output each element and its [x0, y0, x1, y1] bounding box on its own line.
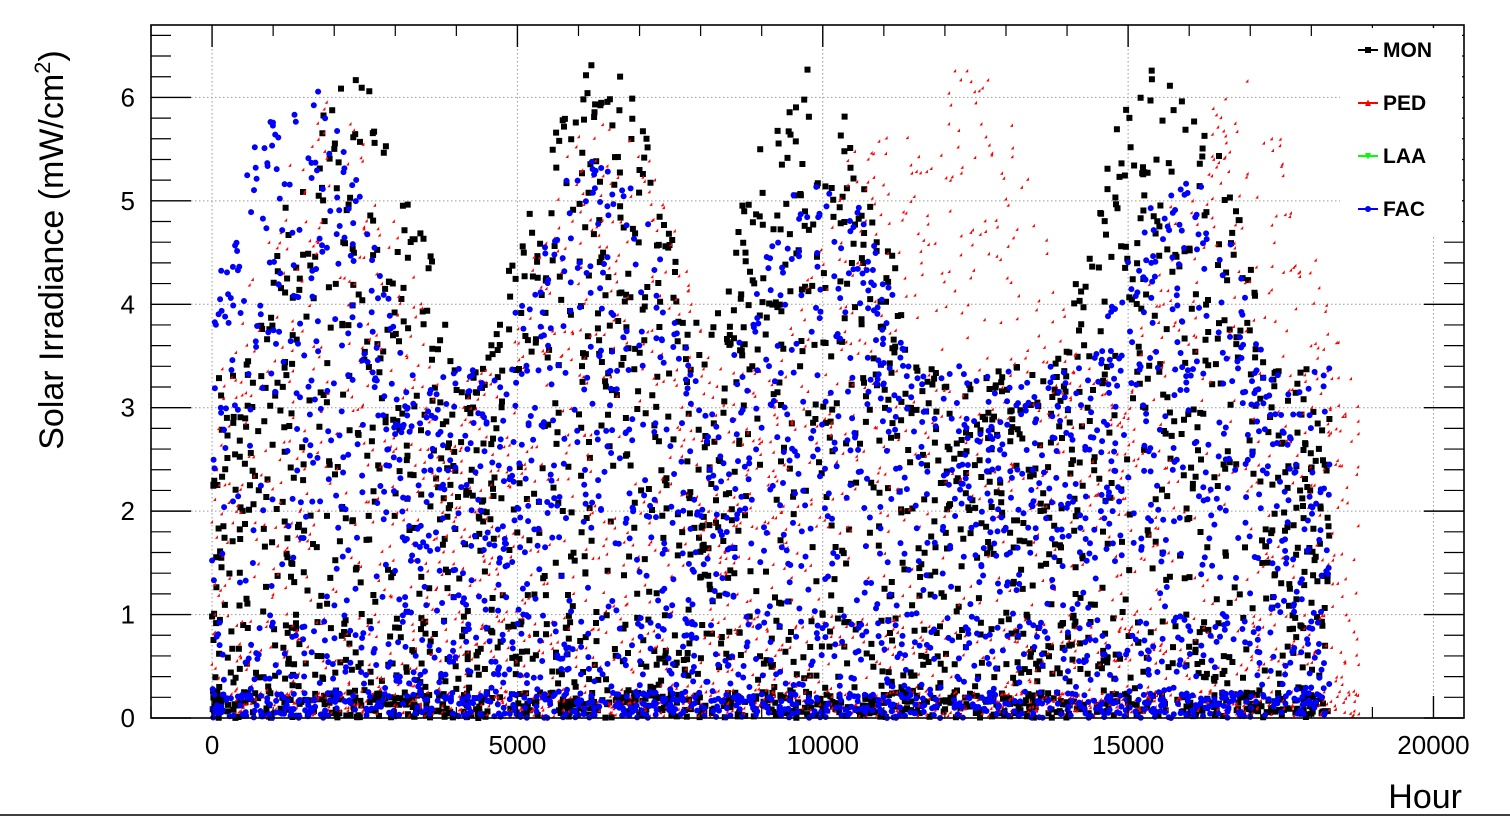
- x-tick-label: 15000: [1092, 730, 1164, 760]
- series-points-ped: [210, 68, 1360, 719]
- y-tick-label: 4: [121, 289, 135, 319]
- x-tick-label: 0: [205, 730, 219, 760]
- legend-label-ped: PED: [1383, 92, 1426, 115]
- y-tick-label: 1: [121, 600, 135, 630]
- legend: MON PED LAA FAC: [1340, 28, 1462, 236]
- legend-label-laa: LAA: [1383, 145, 1426, 168]
- series-fac: [209, 88, 1333, 722]
- legend-box: [1340, 28, 1462, 236]
- y-axis-title-tail: ): [33, 50, 71, 61]
- series-points-fac: [209, 88, 1333, 722]
- series-ped: [210, 68, 1360, 719]
- x-tick-label: 5000: [488, 730, 546, 760]
- y-tick-label: 6: [121, 82, 135, 112]
- legend-label-fac: FAC: [1383, 198, 1425, 221]
- y-axis-title-sup: 2: [30, 62, 55, 74]
- y-tick-label: 3: [121, 393, 135, 423]
- x-tick-label: 20000: [1397, 730, 1469, 760]
- plot-frame: [150, 24, 1465, 719]
- data-points: [209, 62, 1360, 722]
- y-tick-label: 2: [121, 496, 135, 526]
- y-tick-label: 0: [121, 703, 135, 733]
- x-tick-label: 10000: [787, 730, 859, 760]
- tick-labels: 0 5000 10000 15000 20000 0 1 2 3 4 5 6: [121, 82, 1470, 760]
- legend-marker-mon: [1365, 47, 1371, 53]
- y-axis-title-main: Solar Irradiance (mW/cm: [33, 74, 71, 450]
- legend-label-mon: MON: [1383, 39, 1432, 62]
- legend-marker-laa: [1365, 153, 1371, 160]
- x-axis-title: Hour: [1388, 778, 1462, 816]
- legend-marker-ped: [1365, 99, 1371, 106]
- y-axis-title: Solar Irradiance (mW/cm2): [30, 50, 71, 450]
- y-tick-label: 5: [121, 186, 135, 216]
- legend-marker-fac: [1365, 206, 1371, 212]
